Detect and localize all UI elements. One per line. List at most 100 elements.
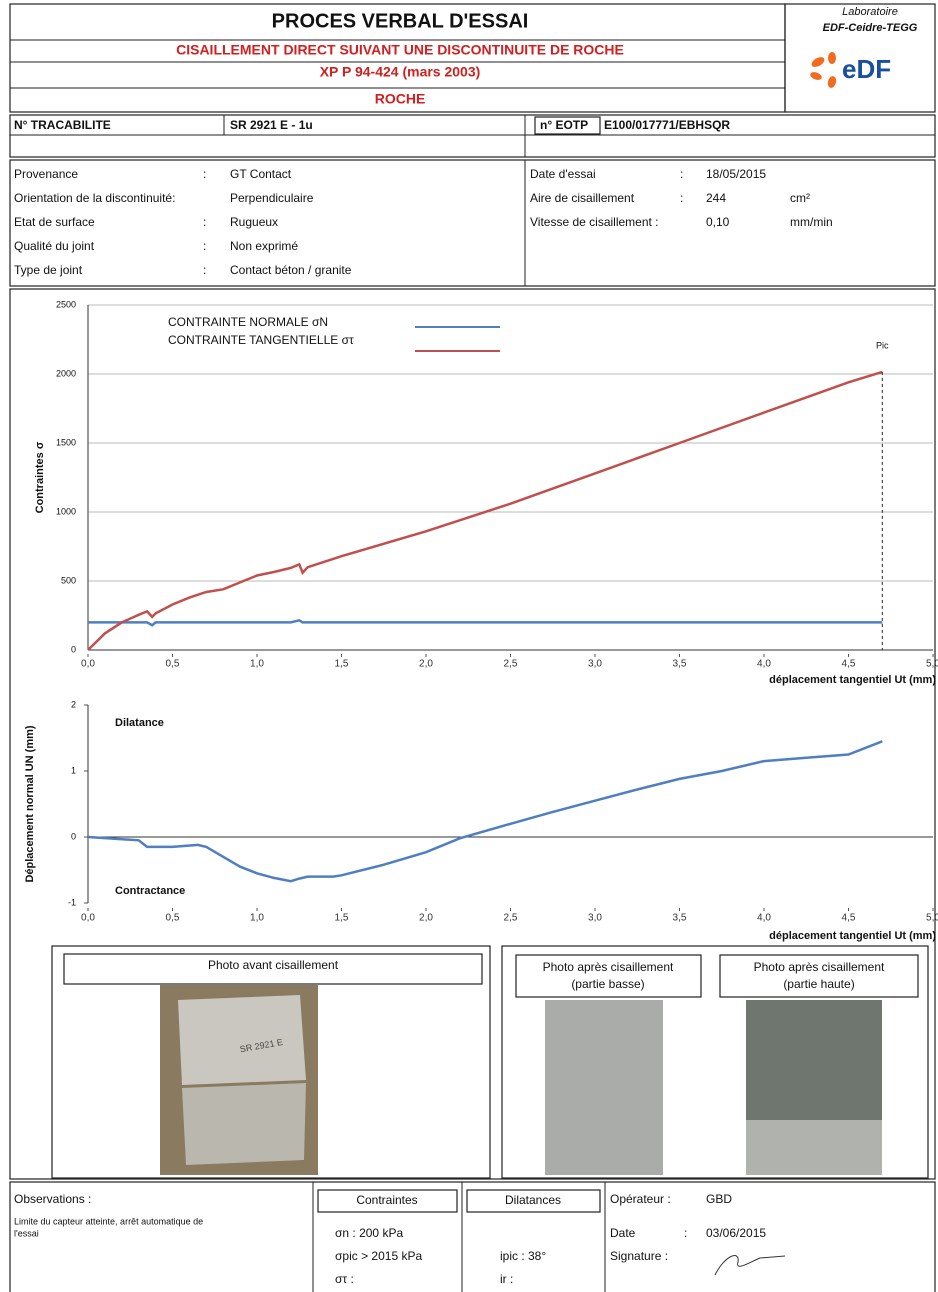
x-tick-label: 1,5	[335, 913, 349, 924]
x-tick-label: 3,0	[588, 913, 602, 924]
x-tick-label: 1,5	[335, 659, 349, 670]
photo-caption: Photo après cisaillement	[754, 960, 885, 974]
x-tick-label: 0,0	[81, 913, 95, 924]
annotation: Contractance	[115, 885, 185, 897]
signature-label: Signature :	[610, 1249, 668, 1263]
y-tick-label: 500	[61, 575, 76, 585]
photo-box	[501, 945, 929, 1179]
photo-caption: (partie haute)	[783, 977, 854, 991]
caption-box	[515, 954, 702, 998]
eotp-label: n° EOTP	[540, 118, 588, 132]
cell	[466, 1189, 601, 1213]
y-tick-label: 2	[71, 699, 76, 709]
x-tick-label: 4,5	[842, 913, 856, 924]
lab-name: EDF-Ceidre-TEGG	[823, 22, 918, 34]
data-line	[87, 370, 883, 651]
dilatance: ir :	[500, 1272, 513, 1286]
stress: σn : 200 kPa	[335, 1226, 403, 1240]
photo-after-low	[545, 1000, 663, 1175]
info-label: Vitesse de cisaillement :	[530, 215, 659, 229]
y-tick-label: 1500	[56, 437, 76, 447]
info-value: GT Contact	[230, 167, 292, 181]
standard: XP P 94-424 (mars 2003)	[320, 64, 481, 80]
caption-box	[63, 953, 483, 985]
x-tick-label: 5,0	[926, 913, 938, 924]
x-tick-label: 5,0	[926, 659, 938, 670]
title: PROCES VERBAL D'ESSAI	[272, 10, 529, 32]
x-tick-label: 1,0	[250, 659, 264, 670]
signature	[714, 1255, 786, 1276]
chart-box	[9, 288, 936, 1180]
y-tick-label: 2000	[56, 368, 76, 378]
separator: :	[203, 167, 206, 181]
tracabilite-label: N° TRACABILITE	[14, 118, 111, 132]
info: Provenance: GT Contact Orientation de la d…	[14, 167, 833, 277]
photo-caption: Photo avant cisaillement	[208, 958, 339, 972]
info-label: Date d'essai	[530, 167, 596, 181]
info-label: Type de joint	[14, 263, 83, 277]
material: ROCHE	[375, 91, 426, 107]
photo-caption: Photo après cisaillement	[543, 960, 674, 974]
subtitle: CISAILLEMENT DIRECT SUIVANT UNE DISCONTI…	[176, 42, 624, 58]
data-line	[87, 740, 883, 883]
data-line	[88, 618, 883, 627]
info-value: Non exprimé	[230, 239, 298, 253]
y-tick-label: -1	[68, 897, 76, 907]
x-tick-label: 3,0	[588, 659, 602, 670]
x-axis-label: déplacement tangentiel Ut (mm)	[769, 674, 936, 686]
info-label: Qualité du joint	[14, 239, 95, 253]
info-label: Provenance	[14, 167, 78, 181]
x-tick-label: 1,0	[250, 913, 264, 924]
info-unit: mm/min	[790, 215, 833, 229]
stresses-label: Contraintes	[356, 1193, 417, 1207]
charts: 0 500 1000 1500 2000 2500 0,0 0,5 1,0 1,5 2,0 2,5 3,…	[24, 299, 938, 942]
annotation: Dilatance	[115, 717, 164, 729]
observation: l'essai	[14, 1228, 39, 1238]
x-tick-label: 0,5	[166, 913, 180, 924]
dilatance: ipic : 38°	[500, 1249, 546, 1263]
dilatances-label: Dilatances	[505, 1193, 561, 1207]
x-tick-label: 3,5	[673, 659, 687, 670]
separator: :	[203, 263, 206, 277]
y-tick-label: 1000	[56, 506, 76, 516]
separator: :	[203, 239, 206, 253]
x-tick-label: 2,0	[419, 659, 433, 670]
lab: Laboratoire	[842, 6, 898, 18]
legend-label: CONTRAINTE TANGENTIELLE στ	[168, 333, 354, 347]
operator-label: Opérateur :	[610, 1192, 671, 1206]
y-axis-label: Déplacement normal UN (mm)	[24, 725, 36, 882]
info-label: Aire de cisaillement	[530, 191, 635, 205]
logo-text: eDF	[842, 54, 891, 84]
info-value: 244	[706, 191, 726, 205]
info-value: Rugueux	[230, 215, 278, 229]
legend-label: CONTRAINTE NORMALE σN	[168, 315, 328, 329]
date: 03/06/2015	[706, 1226, 766, 1240]
info-value: 18/05/2015	[706, 167, 766, 181]
x-tick-label: 0,5	[166, 659, 180, 670]
peak-label: Pic	[876, 340, 889, 350]
y-tick-label: 2500	[56, 299, 76, 309]
info-value: Contact béton / granite	[230, 263, 352, 277]
cell	[317, 1189, 458, 1213]
separator: :	[680, 167, 683, 181]
x-tick-label: 2,0	[419, 913, 433, 924]
x-tick-label: 4,0	[757, 913, 771, 924]
footer-box	[9, 1181, 936, 1292]
info-label: Etat de surface	[14, 215, 95, 229]
photo-caption: (partie basse)	[571, 977, 644, 991]
info-box	[9, 159, 936, 287]
stress: σpic > 2015 kPa	[335, 1249, 422, 1263]
x-tick-label: 0,0	[81, 659, 95, 670]
logo-icon	[810, 52, 837, 88]
observations-label: Observations :	[14, 1192, 91, 1206]
y-tick-label: 0	[71, 644, 76, 654]
x-tick-label: 2,5	[504, 659, 518, 670]
operator: GBD	[706, 1192, 732, 1206]
tracabilite: SR 2921 E - 1u	[230, 118, 313, 132]
date-label: Date	[610, 1226, 636, 1240]
eotp: E100/017771/EBHSQR	[604, 118, 730, 132]
photo-detail	[746, 1120, 882, 1175]
lab-box	[784, 3, 936, 113]
eotp-box	[534, 116, 601, 135]
